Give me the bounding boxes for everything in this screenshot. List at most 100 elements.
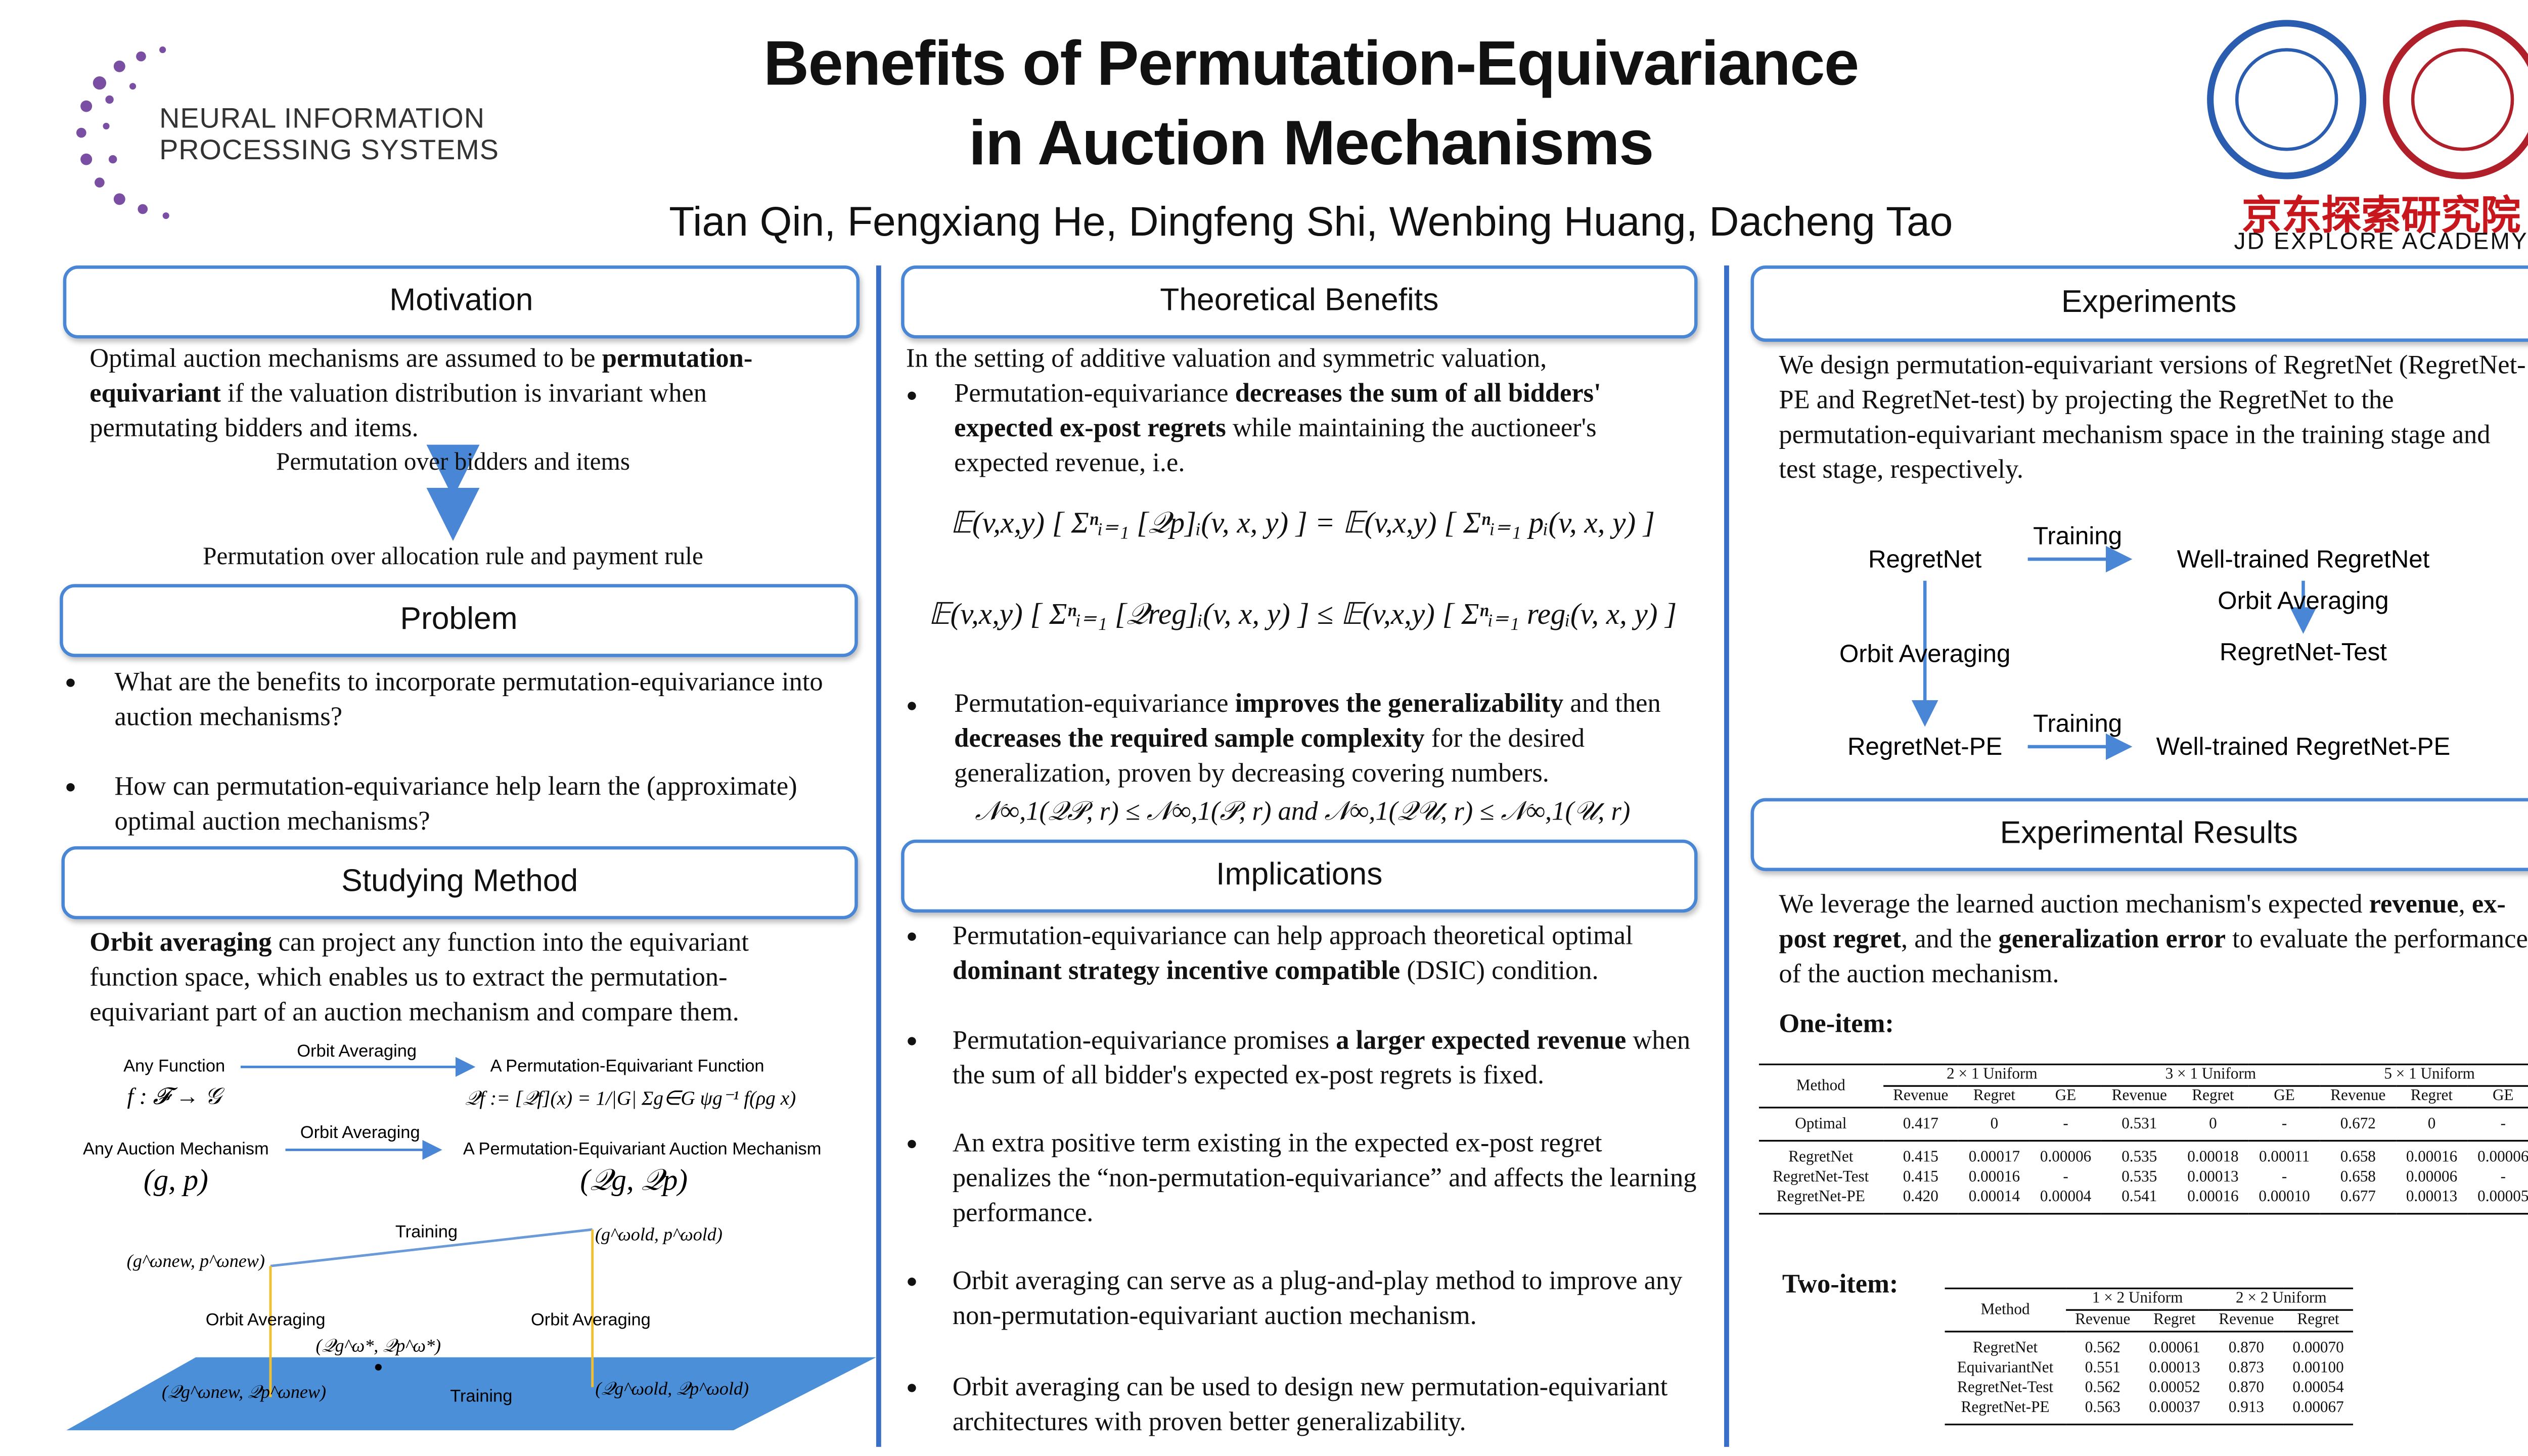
table-cell: 0.672 — [2340, 1116, 2376, 1133]
flow-label: Orbit Averaging — [2218, 586, 2388, 614]
bullet — [908, 932, 916, 941]
bullet-text: Permutation-equivariance decreases the s… — [954, 377, 1693, 481]
bullet — [908, 391, 916, 400]
label: Orbit Averaging — [531, 1310, 651, 1330]
label: Orbit Averaging — [206, 1310, 326, 1330]
flow-label: Training — [2033, 709, 2122, 737]
table-cell: 0.873 — [2228, 1360, 2264, 1378]
header-cell: Method — [1796, 1077, 1845, 1095]
table-cell: 0.00061 — [2149, 1340, 2200, 1357]
flow-node: RegretNet-Test — [2220, 638, 2387, 666]
table-cell: 0.541 — [2121, 1190, 2157, 1207]
table-cell: RegretNet-Test — [1773, 1169, 1869, 1187]
label: A Permutation-Equivariant Auction Mechan… — [463, 1140, 822, 1159]
header-row: Method 2 × 1 Uniform 3 × 1 Uniform 5 × 1 Un… — [1758, 1064, 2528, 1095]
table-cell: 0.00005 — [2477, 1190, 2528, 1207]
table-row: RegretNet-Test 0.415 0.00016 - 0.535 0.00013 -… — [1759, 1168, 2528, 1188]
label: Orbit Averaging — [297, 1041, 417, 1061]
table-cell: 0.00017 — [1968, 1150, 2020, 1167]
math: (𝒬g^ω*, 𝒬p^ω*) — [316, 1335, 441, 1355]
bullet-text: Permutation-equivariance improves the ge… — [954, 687, 1701, 792]
table-cell: 0.00014 — [1968, 1190, 2020, 1207]
label: Training — [395, 1222, 458, 1242]
text: and then — [1563, 690, 1661, 719]
bullet-text: Orbit averaging can be used to design ne… — [953, 1371, 1702, 1440]
table-cell: - — [2063, 1169, 2068, 1187]
table-cell: 0.870 — [2228, 1380, 2264, 1397]
table-cell: 0.563 — [2085, 1400, 2120, 1417]
logo-text: PROCESSING SYSTEMS — [159, 134, 499, 166]
header-cell: Regret — [2410, 1088, 2453, 1105]
text: We leverage the learned auction mechanis… — [1779, 891, 2369, 920]
table-cell: 0.535 — [2121, 1169, 2157, 1187]
header-cell: Revenue — [2075, 1312, 2131, 1329]
text: Orbit averaging can be used to design ne… — [952, 1374, 1668, 1437]
training-line — [270, 1228, 593, 1267]
table-row: EquivariantNet 0.551 0.00013 0.873 0.00100 — [1945, 1359, 2353, 1379]
section-heading: Motivation — [63, 265, 860, 339]
table-cell: 0.00037 — [2149, 1400, 2200, 1417]
math: (g^ωnew, p^ωnew) — [127, 1251, 265, 1271]
header-row: Revenue Regret Revenue Regret — [1945, 1310, 2353, 1332]
text: if the valuation distribution is invaria… — [89, 380, 707, 443]
caption: Permutation over allocation rule and pay… — [203, 544, 703, 571]
text: to evaluate the performance of the aucti… — [1779, 926, 2528, 989]
header-cell: Revenue — [2111, 1088, 2167, 1105]
flow-node: Well-trained RegretNet — [2177, 545, 2430, 573]
table-cell: 0.00011 — [2259, 1150, 2310, 1167]
table-cell: 0.00006 — [2406, 1169, 2458, 1187]
header-cell: GE — [2492, 1088, 2514, 1105]
header-cell: GE — [2055, 1088, 2076, 1105]
math: (𝒬g, 𝒬p) — [580, 1163, 688, 1197]
text: , and the — [1901, 926, 1999, 954]
table-row: RegretNet-PE 0.563 0.00037 0.913 0.00067 — [1945, 1399, 2353, 1425]
table-label: One-item: — [1779, 1010, 1894, 1039]
table-cell: 0.870 — [2228, 1340, 2264, 1357]
math: (g^ωold, p^ωold) — [595, 1224, 723, 1244]
neurips-logo — [76, 46, 169, 219]
table-cell: 0.531 — [2121, 1116, 2157, 1133]
header-cell: 2 × 2 Uniform — [2209, 1288, 2353, 1311]
table-cell: 0.562 — [2085, 1340, 2120, 1357]
results-table: Method 2 × 1 Uniform 3 × 1 Uniform 5 × 1 Un… — [1758, 1064, 2528, 1215]
table-cell: 0.00018 — [2187, 1150, 2239, 1167]
bullet — [908, 1037, 916, 1045]
section-heading: Problem — [60, 584, 858, 657]
table-cell: 0.00016 — [1968, 1169, 2020, 1187]
header-cell: Regret — [2297, 1312, 2339, 1329]
title: Benefits of Permutation-Equivariance — [763, 30, 1859, 100]
header-cell: Regret — [1973, 1088, 2015, 1105]
bullet-text: Permutation-equivariance promises a larg… — [953, 1024, 1702, 1094]
bold-text: a larger expected revenue — [1336, 1027, 1627, 1056]
text: Permutation-equivariance promises — [952, 1027, 1336, 1056]
table-cell: 0.417 — [1903, 1116, 1938, 1133]
table-cell: 0.535 — [2121, 1150, 2157, 1167]
text: Permutation-equivariance — [954, 380, 1235, 408]
table-cell: RegretNet — [1788, 1150, 1854, 1167]
table-cell: 0.658 — [2340, 1150, 2376, 1167]
bullet — [908, 702, 916, 710]
bullet-text: Permutation-equivariance can help approa… — [953, 919, 1702, 989]
header-cell: 3 × 1 Uniform — [2101, 1064, 2320, 1087]
academy-cn: 京东探索研究院 — [2242, 194, 2521, 239]
section-heading: Studying Method — [61, 846, 858, 920]
table-cell: 0 — [2427, 1116, 2436, 1133]
bold-text: decreases the sum of all bidders' expect… — [954, 380, 1601, 443]
header-cell: 5 × 1 Uniform — [2320, 1064, 2528, 1087]
text: Orbit averaging can serve as a plug-and-… — [952, 1267, 1683, 1331]
bullet — [908, 1140, 916, 1149]
text: (DSIC) condition. — [1400, 957, 1599, 986]
table-cell: Optimal — [1795, 1116, 1847, 1133]
table-cell: 0 — [2209, 1116, 2217, 1133]
academy-en: JD EXPLORE ACADEMY — [2234, 227, 2528, 254]
table-cell: EquivariantNet — [1957, 1360, 2054, 1378]
table-cell: 0 — [1990, 1116, 1999, 1133]
flow-node: RegretNet-PE — [1847, 733, 2002, 760]
math: f : 𝓕 → 𝒢 — [127, 1083, 225, 1109]
math: (g, p) — [144, 1163, 208, 1197]
table-cell: RegretNet-Test — [1957, 1380, 2054, 1397]
paragraph: In the setting of additive valuation and… — [906, 345, 1547, 374]
table-cell: 0.00100 — [2292, 1360, 2344, 1378]
